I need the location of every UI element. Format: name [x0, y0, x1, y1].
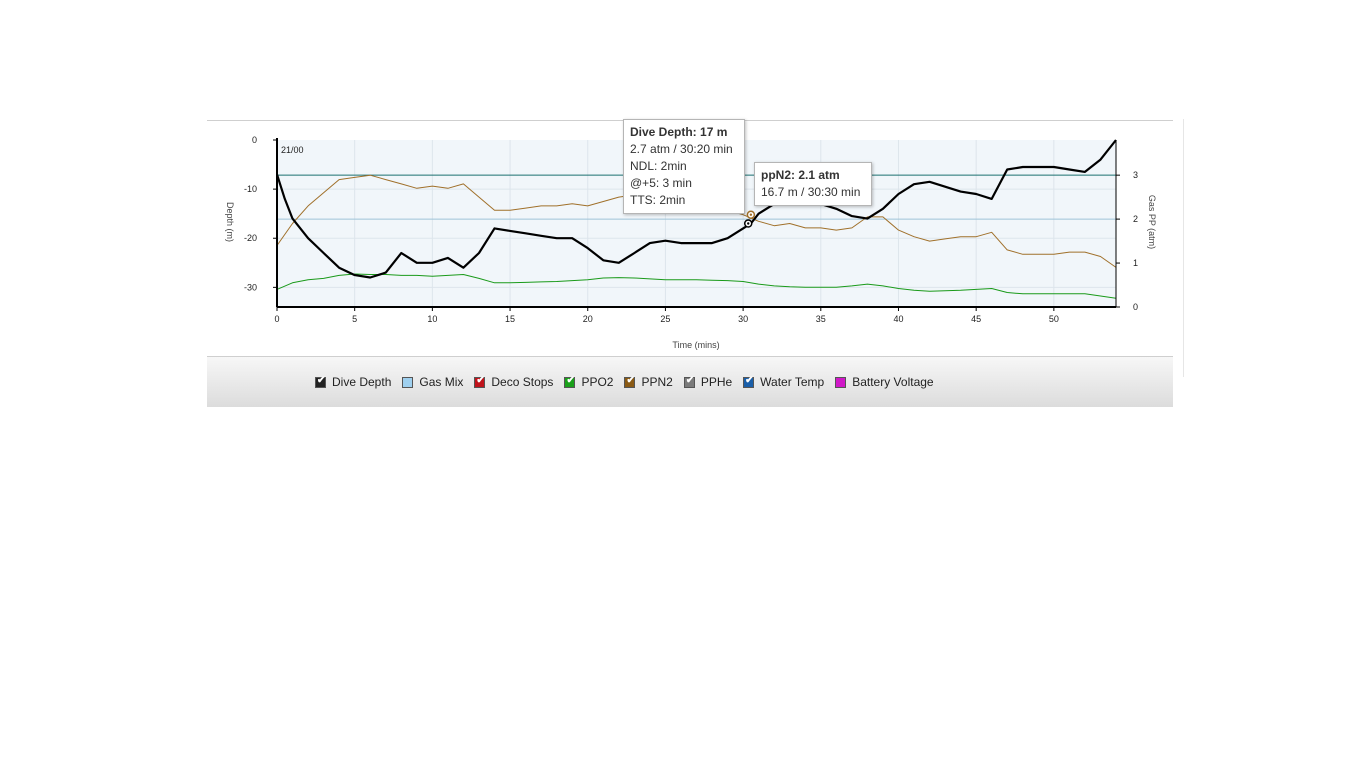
legend-bar: ✔ Dive Depth Gas Mix ✔ Deco Stops ✔ PPO2 ✔ PPN2 ✔…	[207, 356, 1173, 407]
legend-item-gas-mix[interactable]: Gas Mix	[402, 375, 463, 389]
check-icon: ✔	[476, 374, 485, 386]
ppn2-tooltip-title-value: 2.1 atm	[798, 168, 840, 182]
left-axis-title: Depth (m)	[225, 202, 235, 242]
depth-tooltip-ndl: NDL: 2min	[630, 159, 687, 173]
ppn2-tooltip-line1: 16.7 m / 30:30 min	[761, 185, 861, 199]
legend-checkbox[interactable]	[402, 376, 414, 388]
legend-label: Water Temp	[760, 375, 825, 389]
x-tick-label: 50	[1049, 314, 1059, 324]
x-tick-label: 5	[352, 314, 357, 324]
check-icon: ✔	[685, 374, 695, 386]
legend: ✔ Dive Depth Gas Mix ✔ Deco Stops ✔ PPO2 ✔ PPN2 ✔…	[315, 375, 945, 389]
marker-ppn2-dot	[749, 213, 753, 216]
x-tick-label: 40	[893, 314, 903, 324]
x-axis-title: Time (mins)	[672, 340, 719, 350]
markers	[743, 210, 756, 228]
ppn2-tooltip-title-label: ppN2:	[761, 168, 795, 182]
y-right-tick-label: 0	[1133, 302, 1138, 312]
x-tick-label: 20	[583, 314, 593, 324]
chart-svg: 0 5 10 15 20 25 30 35 40 45 50 0 -10 -20 -30 0 1 2 3 21/00…	[207, 120, 1173, 350]
legend-checkbox[interactable]: ✔	[315, 374, 326, 388]
legend-item-pphe[interactable]: ✔ PPHe	[683, 374, 733, 389]
marker-dive-depth-dot	[747, 222, 750, 225]
legend-label: PPHe	[700, 375, 733, 389]
legend-item-ppo2[interactable]: ✔ PPO2	[564, 375, 613, 389]
y-right-tick-label: 3	[1133, 170, 1138, 180]
depth-tooltip: Dive Depth: 17 m 2.7 atm / 30:20 min NDL…	[623, 119, 745, 214]
legend-checkbox[interactable]: ✔	[624, 374, 636, 388]
legend-label: Dive Depth	[332, 375, 392, 389]
ppn2-tooltip: ppN2: 2.1 atm 16.7 m / 30:30 min	[754, 162, 872, 206]
legend-label: PPO2	[581, 375, 614, 389]
x-tick-label: 25	[660, 314, 670, 324]
x-tick-label: 35	[816, 314, 826, 324]
depth-tooltip-tts: TTS: 2min	[630, 193, 686, 207]
gas-mix-label: 21/00	[281, 145, 304, 155]
check-icon: ✔	[745, 374, 754, 386]
legend-item-water-temp[interactable]: ✔ Water Temp	[743, 375, 824, 389]
depth-tooltip-line1: 2.7 atm / 30:20 min	[630, 142, 733, 156]
legend-checkbox[interactable]: ✔	[743, 374, 755, 388]
series-ppo2	[276, 273, 1117, 299]
depth-tooltip-title-value: 17 m	[700, 125, 728, 139]
y-left-tick-label: -10	[244, 184, 257, 194]
x-tick-label: 30	[738, 314, 748, 324]
legend-item-battery-voltage[interactable]: Battery Voltage	[835, 375, 934, 389]
legend-item-ppn2[interactable]: ✔ PPN2	[624, 374, 673, 389]
x-tick-label: 0	[274, 314, 279, 324]
check-icon: ✔	[317, 374, 326, 386]
x-tick-label: 15	[505, 314, 515, 324]
chart-right-edge	[1183, 119, 1184, 377]
x-tick-label: 45	[971, 314, 981, 324]
series-dive-depth	[275, 139, 1117, 279]
x-tick-label: 10	[427, 314, 437, 324]
depth-tooltip-title-label: Dive Depth:	[630, 125, 697, 139]
depth-tooltip-plus5: @+5: 3 min	[630, 176, 692, 190]
legend-checkbox[interactable]: ✔	[683, 374, 695, 388]
legend-item-deco-stops[interactable]: ✔ Deco Stops	[474, 375, 553, 389]
right-axis-title: Gas PP (atm)	[1147, 195, 1157, 249]
y-right-tick-label: 2	[1133, 214, 1138, 224]
legend-checkbox[interactable]: ✔	[474, 374, 486, 388]
y-left-tick-label: 0	[252, 135, 257, 145]
check-icon: ✔	[626, 374, 635, 386]
dive-profile-chart: 0 5 10 15 20 25 30 35 40 45 50 0 -10 -20 -30 0 1 2 3 21/00…	[207, 119, 1173, 407]
y-right-tick-label: 1	[1133, 258, 1138, 268]
tick-labels: 0 5 10 15 20 25 30 35 40 45 50 0 -10 -20 -30 0 1 2 3	[244, 135, 1138, 324]
legend-label: Battery Voltage	[852, 375, 934, 389]
legend-checkbox[interactable]: ✔	[564, 374, 576, 388]
check-icon: ✔	[566, 374, 575, 386]
y-left-tick-label: -30	[244, 282, 257, 292]
legend-label: Gas Mix	[419, 375, 464, 389]
legend-label: Deco Stops	[491, 375, 554, 389]
legend-item-dive-depth[interactable]: ✔ Dive Depth	[315, 375, 391, 389]
legend-label: PPN2	[641, 375, 673, 389]
y-left-tick-label: -20	[244, 233, 257, 243]
legend-checkbox[interactable]	[835, 376, 847, 388]
